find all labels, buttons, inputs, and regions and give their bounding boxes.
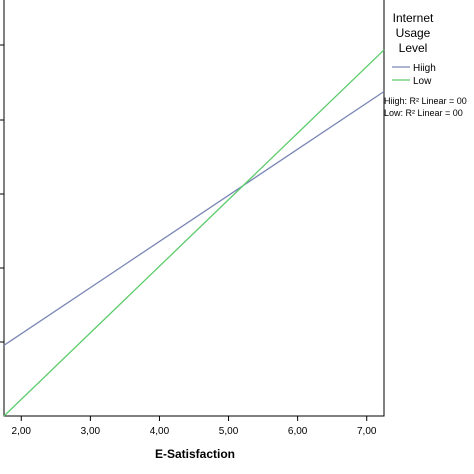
- legend-label-low: Low: [413, 76, 432, 87]
- plot-area: [3, 0, 385, 417]
- legend-title-line-3: Level: [399, 41, 428, 55]
- x-tick-label-2: 4,00: [150, 426, 170, 437]
- legend-label-high: Hiigh: [413, 63, 436, 74]
- x-tick-label-0: 2,00: [12, 426, 32, 437]
- legend-title-line-2: Usage: [396, 26, 431, 40]
- x-axis-title: E-Satisfaction: [155, 447, 235, 461]
- x-tick-label-1: 3,00: [81, 426, 101, 437]
- series-line-low: [3, 49, 385, 417]
- legend-title-line-1: Internet: [393, 11, 434, 25]
- x-tick-label-5: 7,00: [357, 426, 377, 437]
- plot-frame: [3, 0, 385, 417]
- series-line-high: [3, 90, 385, 346]
- x-tick-label-4: 6,00: [288, 426, 308, 437]
- x-axis: 2,00 3,00 4,00 5,00 6,00 7,00: [12, 416, 377, 437]
- legend: Internet Usage Level Hiigh Low: [392, 11, 436, 87]
- fit-label-low: Low: R² Linear = 00: [384, 108, 463, 118]
- y-axis: [0, 44, 4, 343]
- x-tick-label-3: 5,00: [219, 426, 239, 437]
- fit-label-high: Hiigh: R² Linear = 00: [384, 96, 467, 106]
